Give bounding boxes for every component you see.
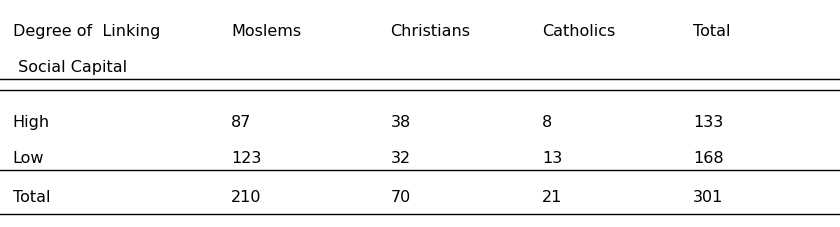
Text: 210: 210	[231, 189, 261, 204]
Text: 301: 301	[693, 189, 723, 204]
Text: 21: 21	[542, 189, 562, 204]
Text: Low: Low	[13, 151, 45, 166]
Text: Degree of  Linking: Degree of Linking	[13, 24, 160, 39]
Text: 13: 13	[542, 151, 562, 166]
Text: 32: 32	[391, 151, 411, 166]
Text: 133: 133	[693, 114, 723, 129]
Text: Social Capital: Social Capital	[13, 60, 127, 75]
Text: Christians: Christians	[391, 24, 470, 39]
Text: 8: 8	[542, 114, 552, 129]
Text: 38: 38	[391, 114, 411, 129]
Text: High: High	[13, 114, 50, 129]
Text: Total: Total	[693, 24, 731, 39]
Text: 123: 123	[231, 151, 261, 166]
Text: Catholics: Catholics	[542, 24, 615, 39]
Text: 168: 168	[693, 151, 723, 166]
Text: 70: 70	[391, 189, 411, 204]
Text: Moslems: Moslems	[231, 24, 301, 39]
Text: Total: Total	[13, 189, 50, 204]
Text: 87: 87	[231, 114, 251, 129]
